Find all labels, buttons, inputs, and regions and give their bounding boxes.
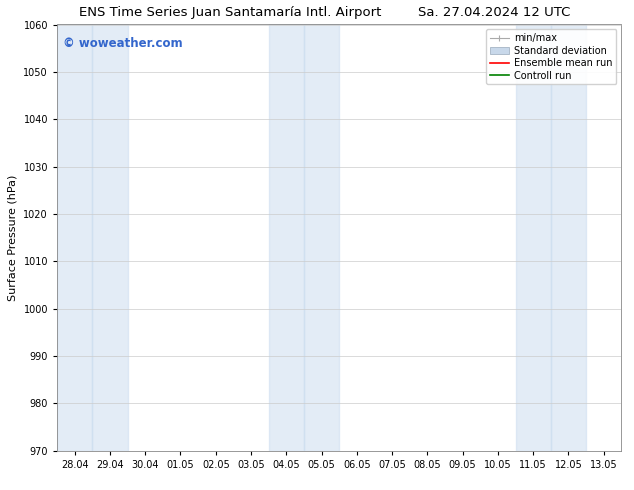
Legend: min/max, Standard deviation, Ensemble mean run, Controll run: min/max, Standard deviation, Ensemble me… bbox=[486, 29, 616, 84]
Bar bbox=[304, 24, 339, 451]
Text: Sa. 27.04.2024 12 UTC: Sa. 27.04.2024 12 UTC bbox=[418, 6, 571, 20]
Bar bbox=[269, 24, 304, 451]
Y-axis label: Surface Pressure (hPa): Surface Pressure (hPa) bbox=[8, 174, 18, 301]
Bar bbox=[515, 24, 551, 451]
Text: © woweather.com: © woweather.com bbox=[63, 37, 183, 50]
Bar bbox=[57, 24, 93, 451]
Bar bbox=[551, 24, 586, 451]
Text: ENS Time Series Juan Santamaría Intl. Airport: ENS Time Series Juan Santamaría Intl. Ai… bbox=[79, 6, 382, 20]
Bar bbox=[93, 24, 127, 451]
